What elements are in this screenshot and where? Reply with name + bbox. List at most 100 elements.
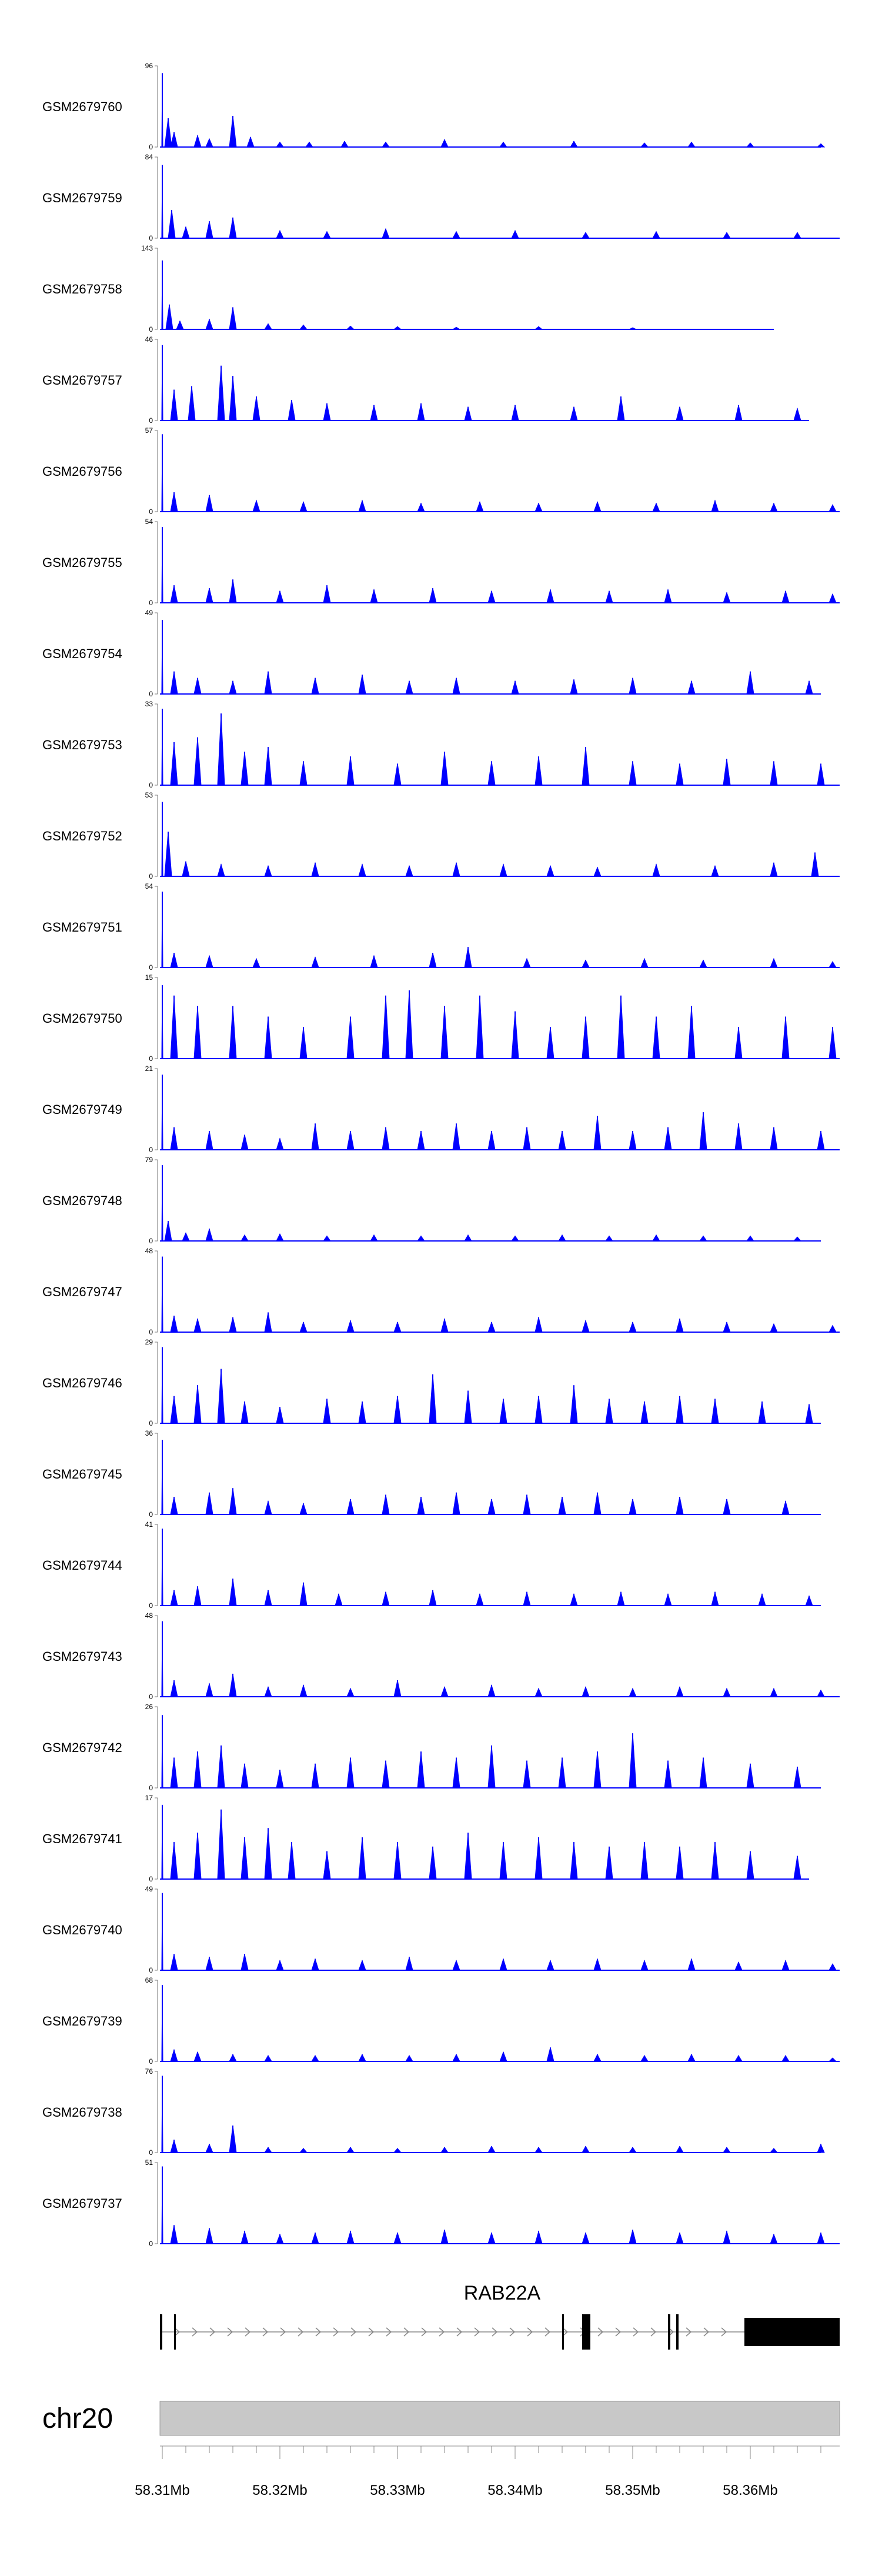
y-tick-zero-label: 0 [149,1601,153,1610]
y-tick-max-label: 54 [145,518,153,526]
strand-arrow-icon [403,2327,410,2337]
y-tick-zero-label: 0 [149,2240,153,2248]
chromosome-ideogram [159,2401,840,2436]
coverage-area-GSM2679747 [161,1256,840,1333]
y-tick-max-label: 26 [145,1703,153,1711]
x-tick-label: 58.35Mb [605,2482,660,2498]
y-tick-max-label: 36 [145,1429,153,1437]
y-tick-max-label: 54 [145,882,153,890]
track-label-GSM2679748: GSM2679748 [42,1193,122,1208]
y-tick-zero-label: 0 [149,781,153,789]
strand-arrow-icon [597,2327,604,2337]
y-tick-max-label: 84 [145,153,153,161]
y-tick-max-label: 51 [145,2158,153,2167]
coverage-area-GSM2679739 [161,1984,840,2062]
gene-exon [668,2314,670,2350]
track-label-GSM2679745: GSM2679745 [42,1467,122,1481]
y-tick-max-label: 143 [141,244,153,252]
chromosome-label: chr20 [42,2403,113,2434]
y-tick-zero-label: 0 [149,1419,153,1427]
strand-arrow-icon [509,2327,516,2337]
strand-arrow-icon [650,2327,657,2337]
gene-exon [582,2314,590,2350]
y-tick-zero-label: 0 [149,1055,153,1063]
y-tick-zero-label: 0 [149,1237,153,1245]
gene-exon [160,2314,162,2350]
gene-exon [744,2318,840,2346]
y-tick-zero-label: 0 [149,325,153,333]
track-label-GSM2679739: GSM2679739 [42,2014,122,2028]
coverage-area-GSM2679743 [161,1621,840,1697]
y-tick-zero-label: 0 [149,2148,153,2157]
track-label-GSM2679756: GSM2679756 [42,464,122,479]
strand-arrow-icon [333,2327,339,2337]
strand-arrow-icon [562,2327,569,2337]
y-tick-max-label: 49 [145,609,153,617]
strand-arrow-icon [421,2327,427,2337]
strand-arrow-icon [474,2327,480,2337]
track-label-GSM2679740: GSM2679740 [42,1923,122,1937]
y-tick-max-label: 48 [145,1247,153,1255]
track-label-GSM2679751: GSM2679751 [42,920,122,935]
x-tick-label: 58.33Mb [370,2482,425,2498]
coverage-area-GSM2679748 [161,1165,821,1242]
y-tick-max-label: 48 [145,1611,153,1620]
coverage-area-GSM2679752 [161,802,840,877]
y-tick-zero-label: 0 [149,1875,153,1883]
track-label-GSM2679758: GSM2679758 [42,282,122,296]
track-label-GSM2679738: GSM2679738 [42,2105,122,2120]
strand-arrow-icon [386,2327,392,2337]
y-tick-max-label: 79 [145,1156,153,1164]
strand-arrow-icon [262,2327,269,2337]
strand-arrow-icon [527,2327,533,2337]
strand-arrow-icon [245,2327,251,2337]
y-tick-max-label: 29 [145,1338,153,1346]
track-label-GSM2679743: GSM2679743 [42,1649,122,1664]
y-tick-max-label: 68 [145,1976,153,1984]
strand-arrow-icon [615,2327,622,2337]
strand-arrow-icon [703,2327,710,2337]
track-label-GSM2679755: GSM2679755 [42,555,122,570]
track-label-GSM2679741: GSM2679741 [42,1831,122,1846]
x-tick-label: 58.32Mb [252,2482,307,2498]
track-label-GSM2679753: GSM2679753 [42,738,122,752]
y-tick-zero-label: 0 [149,599,153,607]
track-label-GSM2679746: GSM2679746 [42,1376,122,1390]
strand-arrow-icon [439,2327,445,2337]
y-tick-zero-label: 0 [149,1510,153,1519]
gene-exon [174,2314,176,2350]
coverage-area-GSM2679740 [161,1893,840,1971]
y-tick-max-label: 57 [145,426,153,435]
strand-arrow-icon [209,2327,216,2337]
gene-exon [676,2314,679,2350]
track-label-GSM2679742: GSM2679742 [42,1740,122,1755]
y-tick-zero-label: 0 [149,2057,153,2066]
y-tick-max-label: 49 [145,1885,153,1893]
track-label-GSM2679754: GSM2679754 [42,646,122,661]
y-tick-zero-label: 0 [149,1784,153,1792]
y-tick-max-label: 17 [145,1794,153,1802]
track-label-GSM2679749: GSM2679749 [42,1102,122,1117]
y-tick-max-label: 15 [145,973,153,982]
y-tick-zero-label: 0 [149,1328,153,1336]
x-tick-label: 58.36Mb [723,2482,777,2498]
y-tick-zero-label: 0 [149,1146,153,1154]
coverage-area-GSM2679757 [161,345,809,421]
coverage-area-GSM2679744 [161,1529,821,1606]
strand-arrow-icon [298,2327,304,2337]
y-tick-zero-label: 0 [149,143,153,151]
track-label-GSM2679737: GSM2679737 [42,2196,122,2211]
x-tick-label: 58.34Mb [487,2482,542,2498]
track-label-GSM2679759: GSM2679759 [42,191,122,205]
track-label-GSM2679750: GSM2679750 [42,1011,122,1026]
strand-arrow-icon [280,2327,286,2337]
strand-arrow-icon [633,2327,639,2337]
y-tick-max-label: 46 [145,335,153,343]
y-tick-zero-label: 0 [149,1966,153,1974]
strand-arrow-icon [492,2327,498,2337]
coverage-area-GSM2679755 [161,526,840,603]
coverage-area-GSM2679759 [161,165,840,239]
strand-arrow-icon [456,2327,463,2337]
strand-arrow-icon [227,2327,233,2337]
